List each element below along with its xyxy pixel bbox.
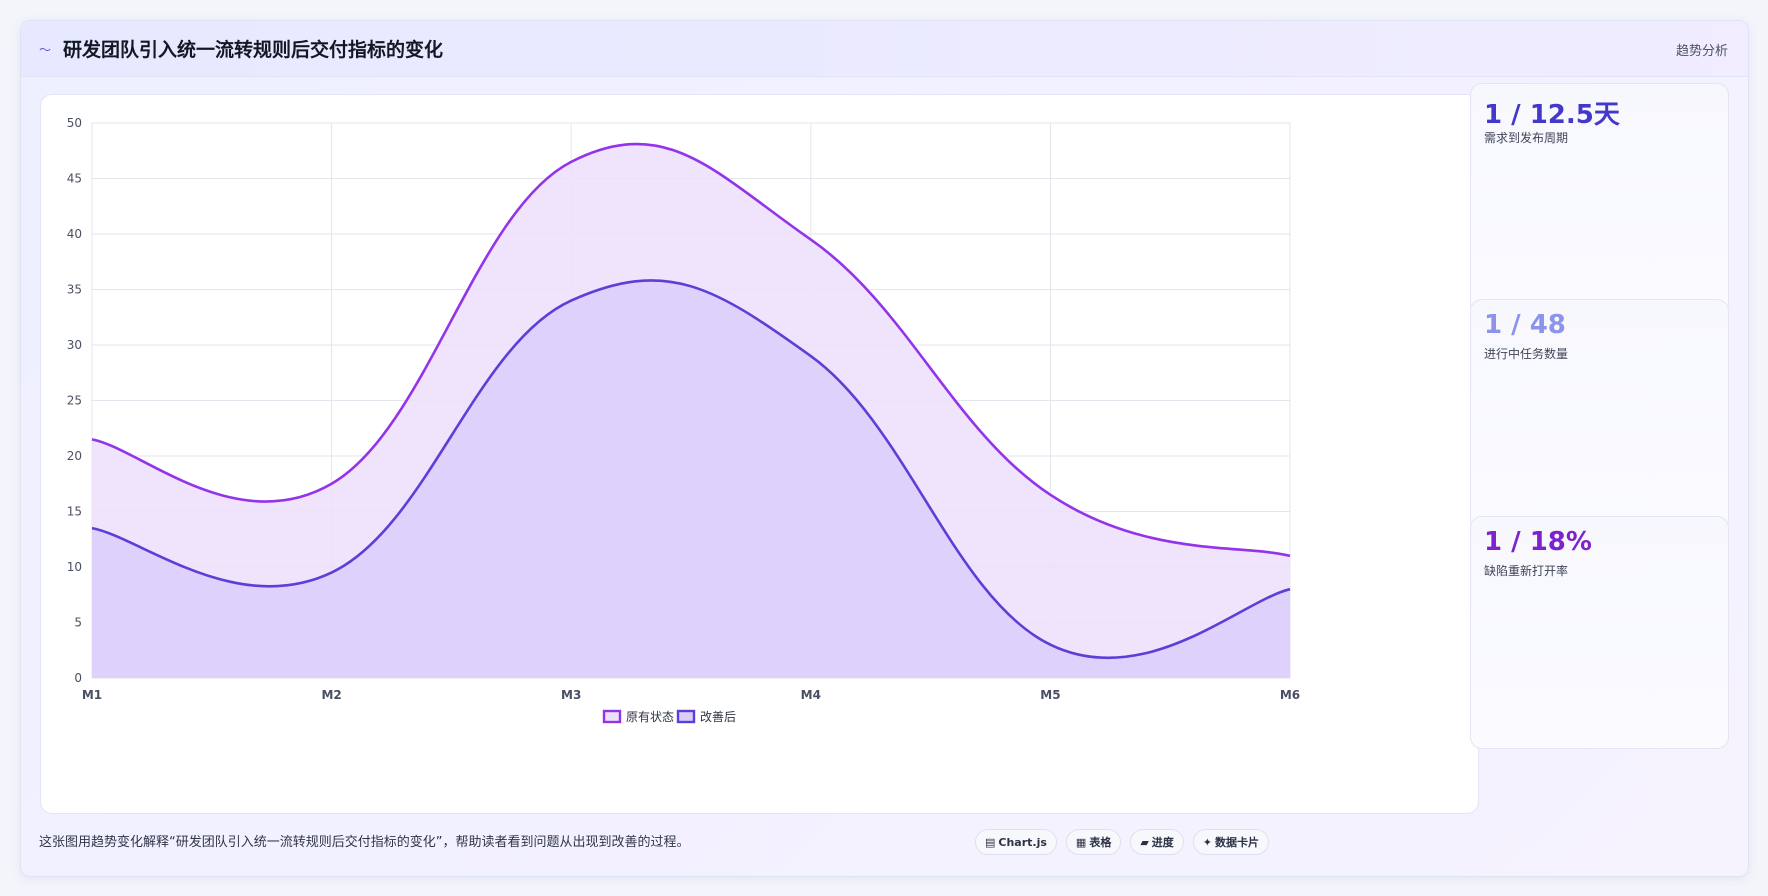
y-tick-label: 10: [67, 560, 82, 574]
tag-progress[interactable]: ▰ 进度: [1130, 829, 1184, 855]
kpi-card-wip: 1 / 48 进行中任务数量: [1470, 299, 1729, 532]
x-tick-label: M4: [801, 688, 821, 702]
y-tick-label: 40: [67, 227, 82, 241]
table-icon: ▦: [1075, 835, 1087, 849]
tag-table[interactable]: ▦ 表格: [1065, 829, 1122, 855]
kpi-value: 1 / 12.5天: [1484, 100, 1620, 130]
kpi-label: 需求到发布周期: [1484, 131, 1569, 145]
y-tick-label: 15: [67, 505, 82, 519]
tag-chartjs[interactable]: ▤ Chart.js: [975, 829, 1057, 855]
sparkle-icon: ✦: [1202, 835, 1213, 849]
dashboard-card: 〜 研发团队引入统一流转规则后交付指标的变化 趋势分析 0 5 10 15 20 25 30…: [20, 20, 1749, 877]
series-area-1: [92, 280, 1290, 678]
legend-swatch: [676, 709, 696, 724]
legend-label: 原有状态: [626, 710, 674, 724]
legend-label: 改善后: [700, 709, 736, 724]
x-tick-label: M2: [321, 688, 341, 702]
series-line-0: [91, 142, 1291, 558]
x-tick-label: M6: [1280, 688, 1300, 702]
tech-tags: ▤ Chart.js ▦ 表格 ▰ 进度 ✦ 数据卡片: [975, 829, 1270, 855]
x-tick-label: M5: [1040, 688, 1060, 702]
area-chart: 0 5 10 15 20 25 30 35 40 45 50 M1 M2 M3 M4 M5 M6 原有状态 改善后: [67, 116, 1300, 724]
y-tick-label: 25: [67, 394, 82, 408]
tag-data-card[interactable]: ✦ 数据卡片: [1192, 829, 1270, 855]
chart-caption: 这张图用趋势变化解释“研发团队引入统一流转规则后交付指标的变化”，帮助读者看到问…: [39, 835, 690, 850]
wave-icon: 〜: [39, 43, 52, 57]
y-tick-label: 35: [67, 283, 82, 297]
progress-icon: ▰: [1140, 835, 1149, 849]
kpi-label: 缺陷重新打开率: [1484, 564, 1569, 578]
y-tick-label: 50: [67, 116, 82, 130]
series-line-1: [91, 279, 1291, 660]
chart-icon: ▤: [985, 835, 996, 849]
y-tick-label: 20: [67, 449, 82, 463]
kpi-value: 1 / 48: [1484, 310, 1566, 340]
y-tick-label: 5: [74, 616, 82, 630]
y-tick-label: 30: [67, 338, 82, 352]
x-tick-label: M3: [561, 688, 581, 702]
tag-label: 表格: [1089, 836, 1112, 849]
kpi-label: 进行中任务数量: [1484, 347, 1569, 361]
kpi-card-reopen-rate: 1 / 18% 缺陷重新打开率: [1470, 516, 1729, 749]
page-title: 研发团队引入统一流转规则后交付指标的变化: [63, 39, 444, 61]
legend-swatch: [602, 709, 622, 724]
tag-label: Chart.js: [998, 835, 1047, 849]
trend-analysis-label: 趋势分析: [1675, 44, 1728, 59]
x-tick-label: M1: [82, 688, 102, 702]
card-header: 〜 研发团队引入统一流转规则后交付指标的变化 趋势分析: [21, 21, 1748, 77]
tag-label: 进度: [1151, 836, 1174, 849]
kpi-value: 1 / 18%: [1484, 527, 1592, 557]
chart-panel: 0 5 10 15 20 25 30 35 40 45 50 M1 M2 M3 M4 M5 M6 原有状态 改善后: [40, 94, 1479, 814]
kpi-card-cycle-time: 1 / 12.5天 需求到发布周期: [1470, 83, 1729, 316]
y-tick-label: 45: [67, 172, 82, 186]
y-tick-label: 0: [74, 671, 82, 685]
tag-label: 数据卡片: [1215, 836, 1260, 849]
